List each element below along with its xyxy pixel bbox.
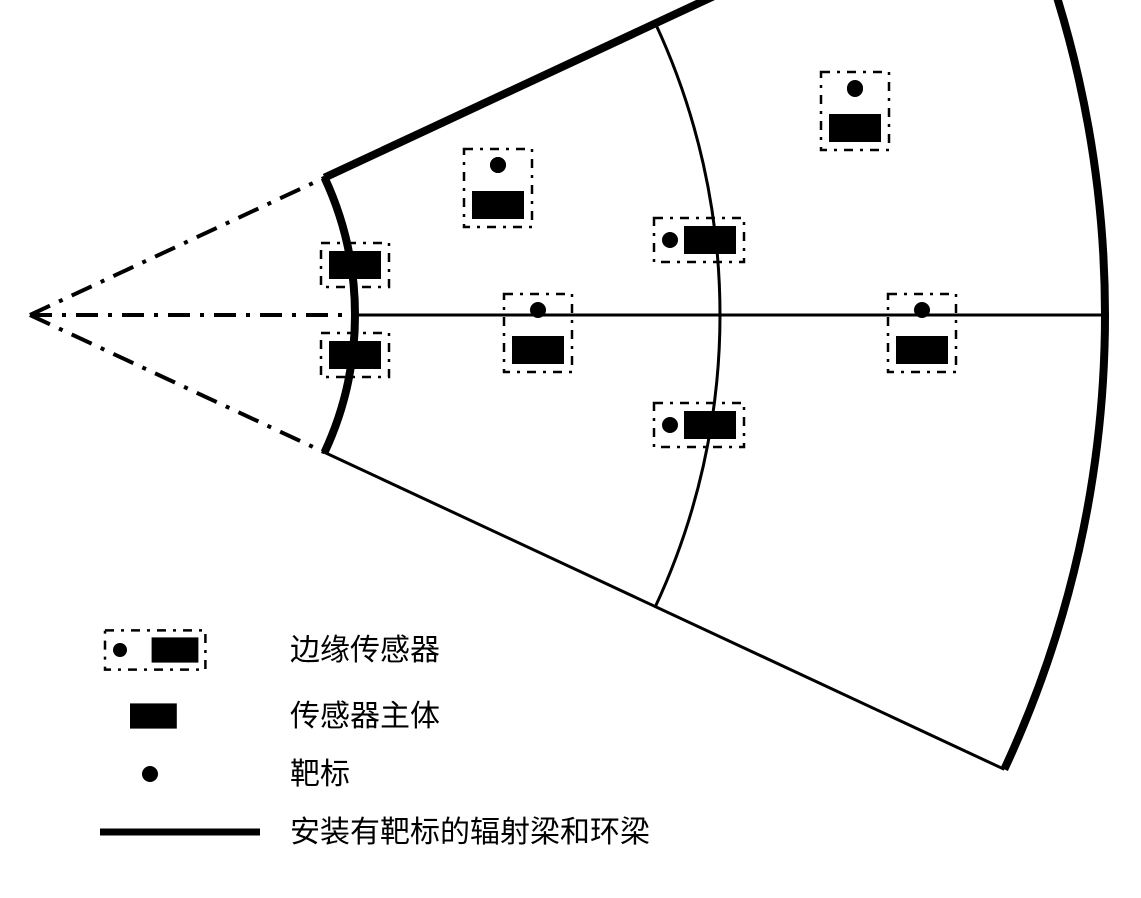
target-dot <box>530 302 546 318</box>
sensor-body <box>512 336 564 364</box>
edge-sensor <box>654 218 744 262</box>
edge-sensor <box>654 403 744 447</box>
legend-row: 安装有靶标的辐射梁和环梁 <box>100 816 650 849</box>
edge-sensor <box>888 294 956 372</box>
apex-guide-line <box>30 315 325 452</box>
legend-row: 靶标 <box>142 758 350 791</box>
legend-label: 边缘传感器 <box>290 634 440 667</box>
boundary-target-dot <box>490 157 506 173</box>
legend-label: 传感器主体 <box>290 700 440 733</box>
sensor-body <box>329 341 381 369</box>
outer-arc <box>1004 0 1105 769</box>
legend-label: 安装有靶标的辐射梁和环梁 <box>290 816 650 849</box>
sensor-body <box>329 251 381 279</box>
apex-guide-line <box>30 178 325 315</box>
sensor-body <box>829 114 881 142</box>
target-dot <box>662 417 678 433</box>
target-dot <box>914 302 930 318</box>
sensor-body <box>472 191 524 219</box>
legend-row: 传感器主体 <box>130 700 440 733</box>
legend-label: 靶标 <box>290 758 350 791</box>
sensor-body <box>684 226 736 254</box>
sensor-body <box>684 411 736 439</box>
boundary-target-dot <box>847 81 863 97</box>
edge-sensor <box>504 294 572 372</box>
target-dot <box>662 232 678 248</box>
top-radial-beam <box>325 0 1005 178</box>
sensor-body <box>896 336 948 364</box>
legend-row: 边缘传感器 <box>105 630 440 669</box>
